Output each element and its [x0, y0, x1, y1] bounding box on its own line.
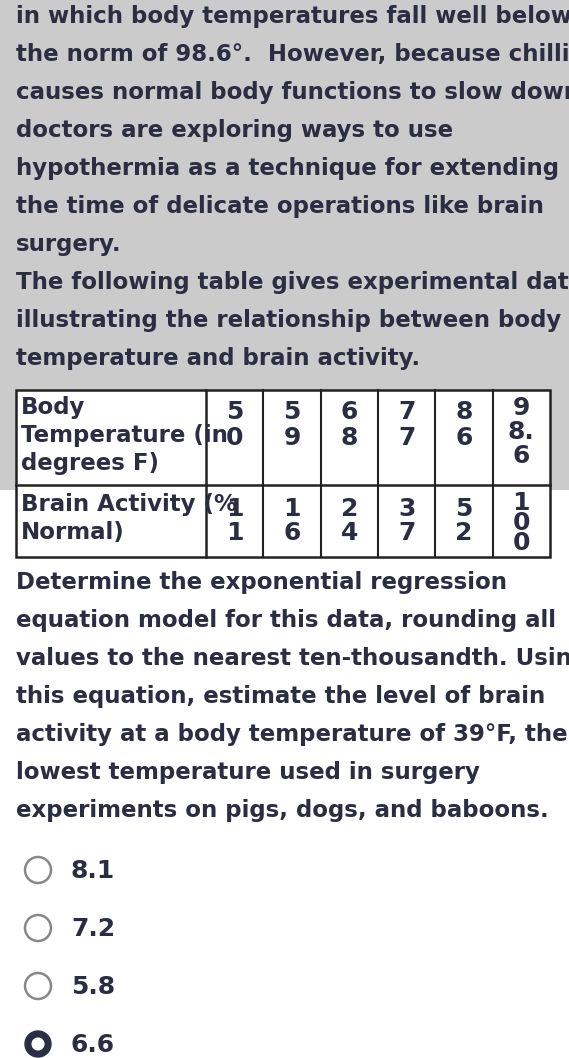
Text: temperature and brain activity.: temperature and brain activity. [16, 347, 420, 370]
Text: 2: 2 [455, 521, 473, 545]
Text: this equation, estimate the level of brain: this equation, estimate the level of bra… [16, 685, 545, 708]
Text: 8: 8 [455, 400, 473, 424]
Text: 0: 0 [513, 511, 530, 535]
Text: in which body temperatures fall well below: in which body temperatures fall well bel… [16, 5, 569, 28]
Text: 6.6: 6.6 [71, 1033, 115, 1057]
Text: doctors are exploring ways to use: doctors are exploring ways to use [16, 118, 453, 142]
Text: 3: 3 [398, 497, 415, 521]
Text: lowest temperature used in surgery: lowest temperature used in surgery [16, 761, 480, 784]
Text: causes normal body functions to slow down,: causes normal body functions to slow dow… [16, 81, 569, 104]
Text: 8.1: 8.1 [71, 859, 116, 883]
Text: 6: 6 [513, 444, 530, 468]
Text: 7: 7 [398, 521, 415, 545]
Text: 5: 5 [455, 497, 473, 521]
Bar [16, 390, 550, 557]
Text: 7: 7 [398, 400, 415, 424]
Text: 0: 0 [513, 531, 530, 555]
Text: Temperature (in: Temperature (in [21, 424, 228, 446]
Text: 9: 9 [513, 396, 530, 420]
Text: 6: 6 [341, 400, 358, 424]
Text: 1: 1 [226, 497, 244, 521]
Text: the time of delicate operations like brain: the time of delicate operations like bra… [16, 195, 544, 218]
Text: 1: 1 [513, 491, 530, 515]
Text: 9: 9 [283, 426, 300, 450]
Text: 4: 4 [341, 521, 358, 545]
Text: 8: 8 [341, 426, 358, 450]
Text: 5: 5 [283, 400, 300, 424]
Text: The following table gives experimental data: The following table gives experimental d… [16, 271, 569, 294]
Bar [0, 0, 569, 490]
Text: degrees F): degrees F) [21, 452, 159, 475]
Bar [16, 390, 550, 557]
Text: 0: 0 [226, 426, 244, 450]
Text: values to the nearest ten-thousandth. Using: values to the nearest ten-thousandth. Us… [16, 647, 569, 670]
Bar [0, 490, 569, 1058]
Text: activity at a body temperature of 39°F, the: activity at a body temperature of 39°F, … [16, 723, 568, 746]
Text: 7.2: 7.2 [71, 917, 115, 941]
Text: Brain Activity (%: Brain Activity (% [21, 493, 237, 516]
Text: 5.8: 5.8 [71, 975, 115, 999]
Text: surgery.: surgery. [16, 233, 122, 256]
Text: Determine the exponential regression: Determine the exponential regression [16, 571, 507, 594]
Text: 6: 6 [455, 426, 473, 450]
Text: 8.: 8. [508, 420, 535, 444]
Text: Body: Body [21, 396, 85, 419]
Text: the norm of 98.6°.  However, because chilling: the norm of 98.6°. However, because chil… [16, 43, 569, 66]
Text: hypothermia as a technique for extending: hypothermia as a technique for extending [16, 157, 559, 180]
Circle shape [25, 1030, 51, 1057]
Text: 1: 1 [283, 497, 301, 521]
Text: 5: 5 [226, 400, 244, 424]
Text: experiments on pigs, dogs, and baboons.: experiments on pigs, dogs, and baboons. [16, 799, 549, 822]
Text: illustrating the relationship between body: illustrating the relationship between bo… [16, 309, 561, 332]
Text: Normal): Normal) [21, 521, 125, 544]
Text: equation model for this data, rounding all: equation model for this data, rounding a… [16, 609, 556, 632]
Text: 2: 2 [341, 497, 358, 521]
Circle shape [32, 1038, 44, 1050]
Text: 1: 1 [226, 521, 244, 545]
Text: 7: 7 [398, 426, 415, 450]
Text: 6: 6 [283, 521, 300, 545]
